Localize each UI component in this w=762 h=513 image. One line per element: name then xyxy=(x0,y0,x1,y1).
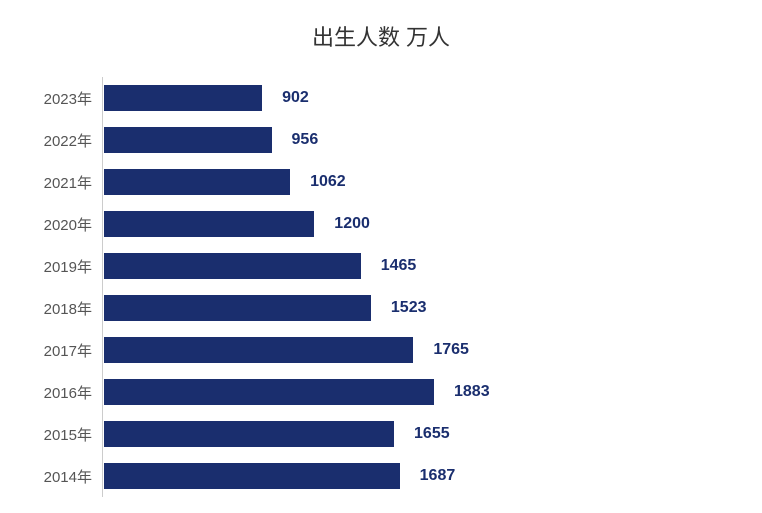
value-label: 1062 xyxy=(310,173,346,191)
year-label: 2022年 xyxy=(30,130,92,151)
value-label: 956 xyxy=(292,131,319,149)
year-label: 2019年 xyxy=(30,256,92,277)
value-label: 1200 xyxy=(334,215,370,233)
bar-row: 2020年1200 xyxy=(102,203,732,245)
bar xyxy=(104,85,262,111)
year-label: 2014年 xyxy=(30,466,92,487)
bar-row: 2021年1062 xyxy=(102,161,732,203)
bar-row: 2014年1687 xyxy=(102,455,732,497)
bars-container: 2023年9022022年9562021年10622020年12002019年1… xyxy=(102,77,732,497)
bar xyxy=(104,211,314,237)
year-label: 2015年 xyxy=(30,424,92,445)
chart-area: 2023年9022022年9562021年10622020年12002019年1… xyxy=(30,77,732,497)
chart-title: 出生人数 万人 xyxy=(30,20,732,52)
value-label: 1765 xyxy=(433,341,469,359)
bar-row: 2019年1465 xyxy=(102,245,732,287)
bar xyxy=(104,253,361,279)
year-label: 2016年 xyxy=(30,382,92,403)
value-label: 1655 xyxy=(414,425,450,443)
year-label: 2023年 xyxy=(30,88,92,109)
bar-row: 2023年902 xyxy=(102,77,732,119)
bar xyxy=(104,337,413,363)
year-label: 2017年 xyxy=(30,340,92,361)
value-label: 902 xyxy=(282,89,309,107)
year-label: 2021年 xyxy=(30,172,92,193)
value-label: 1465 xyxy=(381,257,417,275)
bar xyxy=(104,379,434,405)
bar xyxy=(104,463,400,489)
bar-row: 2016年1883 xyxy=(102,371,732,413)
bar xyxy=(104,169,290,195)
bar-row: 2015年1655 xyxy=(102,413,732,455)
value-label: 1883 xyxy=(454,383,490,401)
value-label: 1687 xyxy=(420,467,456,485)
bar-row: 2017年1765 xyxy=(102,329,732,371)
bar xyxy=(104,295,371,321)
value-label: 1523 xyxy=(391,299,427,317)
bar xyxy=(104,127,272,153)
bar xyxy=(104,421,394,447)
year-label: 2020年 xyxy=(30,214,92,235)
bar-row: 2018年1523 xyxy=(102,287,732,329)
bar-row: 2022年956 xyxy=(102,119,732,161)
year-label: 2018年 xyxy=(30,298,92,319)
